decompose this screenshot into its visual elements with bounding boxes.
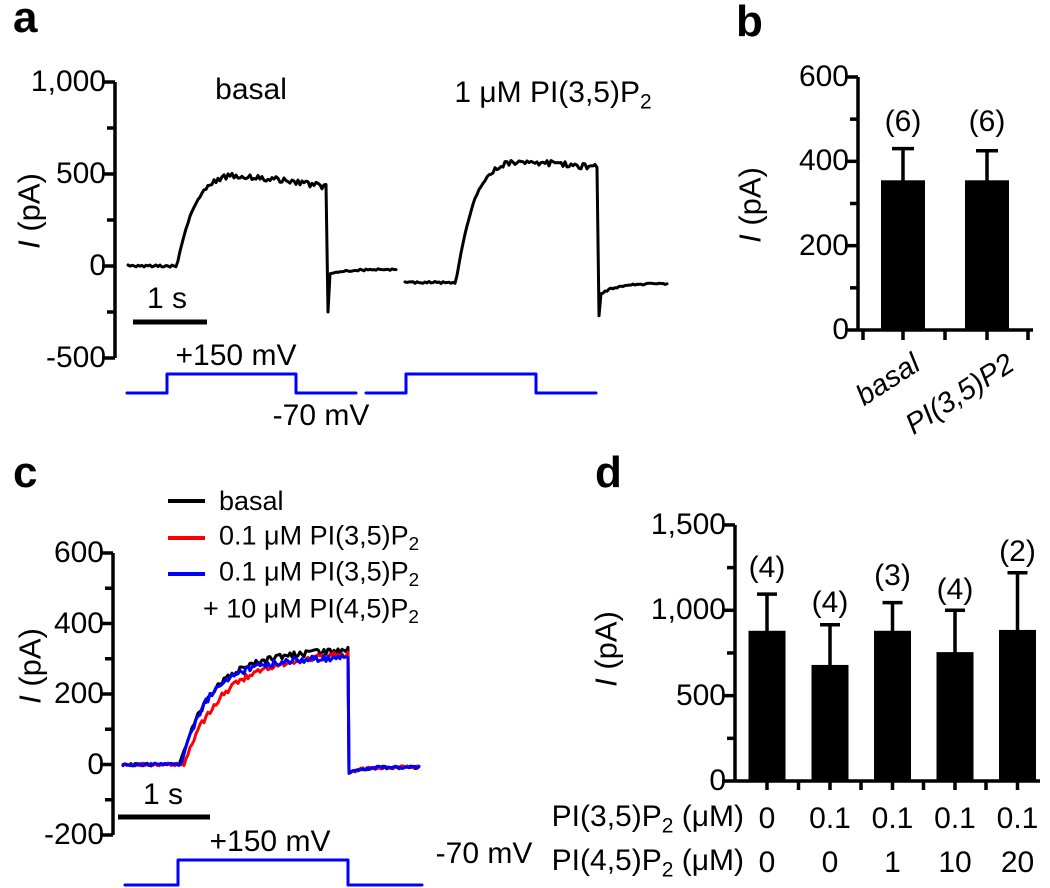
panel-d-n-label: (4) [811, 586, 849, 620]
panel-b-ytick-label: 600 [798, 60, 849, 94]
panel-c-legend-blue-line2-sub: 2 [408, 607, 419, 629]
panel-b-letter: b [736, 0, 763, 46]
panel-d-row2-label-sub: 2 [661, 858, 674, 882]
panel-d-row2-label-main: PI(4,5)P [551, 844, 662, 878]
panel-d-row2-value: 1 [884, 846, 901, 880]
panel-a-scalebar-label: 1 s [146, 282, 188, 316]
panel-c-voltage-high-label: +150 mV [209, 825, 331, 859]
panel-b-ytick-label: 400 [798, 144, 849, 178]
panel-c-legend-label-blue-line2: + 10 μM PI(4,5)P2 [203, 594, 419, 629]
panel-b-ylabel-unit: (pA) [732, 167, 768, 235]
panel-a-voltage-high-label: +150 mV [175, 339, 297, 373]
panel-d-row2-value: 10 [938, 846, 972, 880]
panel-d-row1-value: 0 [758, 802, 776, 836]
panel-d-row1-label-main: PI(3,5)P [551, 800, 662, 834]
panel-c-legend-red-sub: 2 [408, 534, 420, 556]
panel-b-ylabel-symbol: I [732, 234, 768, 243]
panel-c-legend-blue-sub: 2 [408, 570, 420, 592]
panel-d-n-label: (4) [936, 573, 974, 607]
panel-b-n-label: (6) [884, 105, 922, 139]
panel-c-ylabel: I (pA) [12, 628, 49, 704]
panel-a-letter: a [13, 0, 38, 42]
panel-d-row2-label-unit: (μM) [673, 844, 744, 878]
panel-a-ytick-label: 0 [89, 249, 106, 283]
panel-a-ytick-label: 1,000 [30, 65, 106, 99]
panel-a-sweep2-title-sub: 2 [639, 90, 652, 114]
panel-b-ytick-label: 200 [798, 228, 849, 262]
panel-d-ytick-label: 500 [675, 678, 726, 712]
panel-d-ytick-label: 0 [709, 764, 726, 798]
panel-d-row2-value: 0 [758, 846, 776, 880]
panel-a-ylabel-symbol: I [11, 240, 47, 249]
panel-c-ytick-label: 600 [53, 536, 104, 570]
panel-a-sweep1-title: basal [215, 73, 287, 107]
panel-d-n-label: (4) [748, 551, 786, 585]
panel-d-row2-label: PI(4,5)P2 (μM) [552, 844, 744, 882]
panel-a-sweep2-title: 1 μM PI(3,5)P2 [454, 76, 651, 114]
panel-c-legend-label-blue: 0.1 μM PI(3,5)P2 [219, 557, 419, 592]
panel-c-legend-label-red: 0.1 μM PI(3,5)P2 [219, 521, 419, 556]
panel-a-ytick-label: -500 [45, 341, 106, 375]
panel-c-ytick-label: 400 [53, 606, 104, 640]
panel-d-row1-value: 0.1 [871, 802, 914, 836]
panel-c-legend-blue-main: 0.1 μM PI(3,5)P [219, 556, 409, 587]
panel-c-ytick-label: 0 [87, 747, 104, 781]
panel-c-legend-blue-line2-main: + 10 μM PI(4,5)P [203, 593, 409, 624]
panel-d-ytick-label: 1,500 [650, 508, 726, 542]
panel-d-ylabel-symbol: I [588, 678, 624, 687]
panel-a-voltage-low-label: -70 mV [272, 399, 370, 433]
panel-a-sweep2-title-main: 1 μM PI(3,5)P [454, 76, 640, 110]
panel-d-letter: d [595, 448, 622, 497]
panel-c-ylabel-unit: (pA) [12, 628, 48, 696]
panel-a-ylabel-unit: (pA) [11, 173, 47, 241]
panel-c-legend-label-basal: basal [219, 485, 284, 516]
panel-c-ytick-label: 200 [53, 677, 104, 711]
panel-d-row1-value: 0.1 [934, 802, 976, 836]
panel-c-ytick-label: -200 [43, 818, 104, 852]
panel-b-xlabel-basal: basal [850, 347, 926, 413]
panel-d-row1-label: PI(3,5)P2 (μM) [552, 800, 744, 838]
panel-d-n-label: (3) [874, 559, 911, 593]
panel-b-n-label: (6) [968, 105, 1006, 139]
panel-d-ytick-label: 1,000 [650, 593, 726, 627]
panel-d-row1-label-sub: 2 [661, 814, 674, 838]
panel-a-ytick-label: 500 [55, 157, 106, 191]
panel-d-ylabel-unit: (pA) [588, 611, 624, 679]
panel-d-n-label: (2) [999, 535, 1036, 569]
panel-a-ylabel: I (pA) [11, 173, 48, 249]
panel-d-row1-label-unit: (μM) [673, 800, 744, 834]
panel-d-row1-value: 0.1 [809, 802, 851, 836]
panel-d-row2-value: 0 [821, 846, 839, 880]
panel-c-scalebar-label: 1 s [142, 778, 184, 812]
panel-c-letter: c [13, 448, 38, 497]
panel-d-row1-value: 0.1 [996, 802, 1039, 836]
panel-d-row2-value: 20 [1000, 846, 1035, 880]
panel-b-ylabel: I (pA) [732, 167, 769, 243]
panel-c-ylabel-symbol: I [12, 695, 48, 704]
panel-d-ylabel: I (pA) [588, 611, 625, 687]
panel-c-legend-red-main: 0.1 μM PI(3,5)P [219, 520, 409, 551]
panel-c-voltage-low-label: -70 mV [435, 837, 533, 871]
panel-b-ytick-label: 0 [832, 313, 849, 347]
